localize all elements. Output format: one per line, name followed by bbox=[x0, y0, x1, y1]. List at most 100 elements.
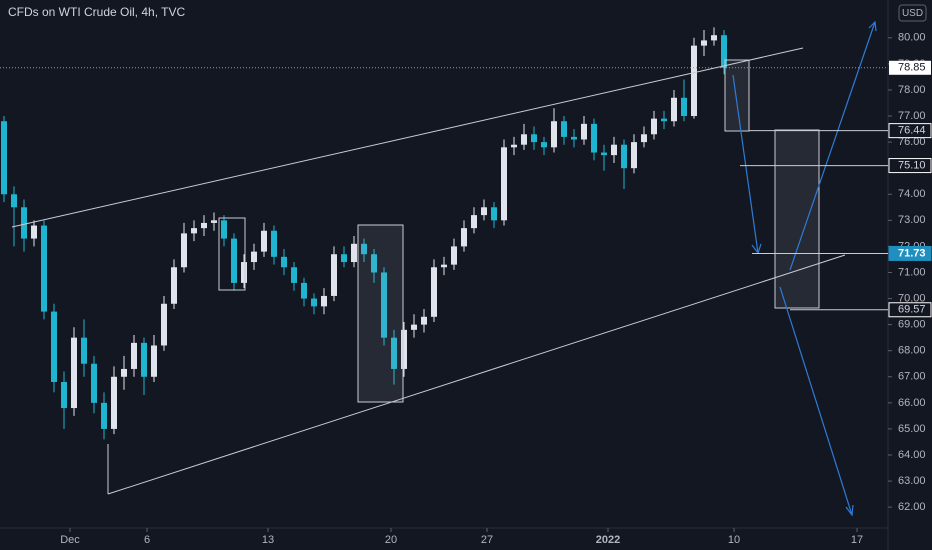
candle-body bbox=[271, 230, 277, 257]
candle-body bbox=[421, 316, 427, 325]
candle-body bbox=[351, 243, 357, 263]
candle-body bbox=[51, 311, 57, 382]
candle-body bbox=[411, 324, 417, 330]
trend-line-upper bbox=[11, 47, 804, 228]
candle-body bbox=[501, 147, 507, 221]
candle-body bbox=[141, 342, 147, 377]
price-level-label: 71.73 bbox=[898, 247, 926, 259]
candle-body bbox=[571, 136, 577, 140]
candle-body bbox=[551, 121, 557, 148]
candle-body bbox=[701, 40, 707, 46]
candle-body bbox=[261, 230, 267, 252]
drawings bbox=[11, 20, 877, 517]
y-tick-label: 68.00 bbox=[898, 345, 926, 357]
candle-body bbox=[621, 144, 627, 169]
candle-body bbox=[111, 376, 117, 429]
candle-body bbox=[321, 295, 327, 307]
candle-body bbox=[661, 118, 667, 122]
candle-body bbox=[511, 144, 517, 148]
candle-body bbox=[281, 256, 287, 268]
axes: 62.00 63.00 64.00 65.00 66.00 67.00 68.00 69.00… bbox=[0, 32, 932, 546]
candle-body bbox=[371, 254, 377, 273]
candle-body bbox=[91, 363, 97, 403]
candle-body bbox=[301, 282, 307, 299]
x-tick-label: 2022 bbox=[596, 534, 620, 546]
current-price-label: 78.85 bbox=[898, 62, 926, 74]
candle-body bbox=[131, 342, 137, 369]
x-tick-label: 13 bbox=[262, 534, 274, 546]
y-tick-label: 62.00 bbox=[898, 501, 926, 513]
candle-body bbox=[241, 262, 247, 283]
trend-line-lower bbox=[107, 254, 846, 495]
candle-body bbox=[41, 225, 47, 312]
candle-body bbox=[1, 121, 7, 195]
arrow-head bbox=[868, 20, 877, 32]
x-tick-label: Dec bbox=[60, 534, 80, 546]
candle-body bbox=[381, 272, 387, 338]
box bbox=[357, 224, 404, 403]
candle-body bbox=[211, 220, 217, 223]
candle-body bbox=[461, 228, 467, 247]
currency: USD bbox=[902, 8, 923, 19]
price-level-tag bbox=[888, 123, 932, 139]
candle-body bbox=[291, 267, 297, 283]
y-tick-label: 69.00 bbox=[898, 319, 926, 331]
candle-body bbox=[721, 35, 727, 68]
candle-body bbox=[651, 118, 657, 135]
candle-body bbox=[161, 303, 167, 346]
candle-body bbox=[311, 298, 317, 307]
candle-body bbox=[151, 345, 157, 377]
candle-body bbox=[521, 134, 527, 145]
candle-body bbox=[331, 254, 337, 296]
candle-body bbox=[561, 121, 567, 137]
candle-body bbox=[691, 45, 697, 117]
candle-body bbox=[181, 233, 187, 268]
price-level-tag bbox=[888, 245, 932, 261]
y-tick-label: 70.00 bbox=[898, 292, 926, 304]
candle-body bbox=[361, 243, 367, 255]
candle-body bbox=[231, 238, 237, 283]
candle-body bbox=[481, 207, 487, 216]
candle-body bbox=[601, 152, 607, 156]
candle-body bbox=[471, 215, 477, 229]
y-tick-label: 66.00 bbox=[898, 397, 926, 409]
candles bbox=[1, 27, 727, 440]
candle-body bbox=[631, 142, 637, 169]
y-tick-label: 67.00 bbox=[898, 371, 926, 383]
candle-body bbox=[31, 225, 37, 239]
x-tick-label: 10 bbox=[728, 534, 740, 546]
candle-body bbox=[681, 97, 687, 117]
candle-body bbox=[581, 123, 587, 140]
currency-box bbox=[898, 4, 927, 22]
arrow bbox=[732, 74, 759, 254]
y-tick-label: 65.00 bbox=[898, 423, 926, 435]
candle-body bbox=[641, 134, 647, 143]
candle-body bbox=[441, 264, 447, 268]
y-tick-label: 78.00 bbox=[898, 84, 926, 96]
candle-body bbox=[611, 144, 617, 156]
candle-body bbox=[591, 123, 597, 153]
x-tick-label: 27 bbox=[481, 534, 493, 546]
candle-body bbox=[491, 207, 497, 221]
current-price-tag bbox=[889, 60, 931, 75]
candle-body bbox=[401, 329, 407, 369]
box bbox=[218, 217, 246, 291]
candle-body bbox=[451, 246, 457, 265]
price-level-tag bbox=[888, 158, 932, 174]
price-level-tag bbox=[888, 302, 932, 318]
arrows bbox=[732, 20, 877, 517]
candle-body bbox=[11, 194, 17, 208]
y-tick-label: 64.00 bbox=[898, 449, 926, 461]
candle-body bbox=[81, 337, 87, 364]
box bbox=[724, 59, 750, 132]
y-tick-label: 73.00 bbox=[898, 214, 926, 226]
candle-body bbox=[671, 97, 677, 122]
y-tick-label: 71.00 bbox=[898, 266, 926, 278]
x-tick-label: 6 bbox=[144, 534, 150, 546]
y-tick-label: 77.00 bbox=[898, 110, 926, 122]
x-tick-label: 20 bbox=[385, 534, 397, 546]
price-level-label: 69.57 bbox=[898, 304, 926, 316]
